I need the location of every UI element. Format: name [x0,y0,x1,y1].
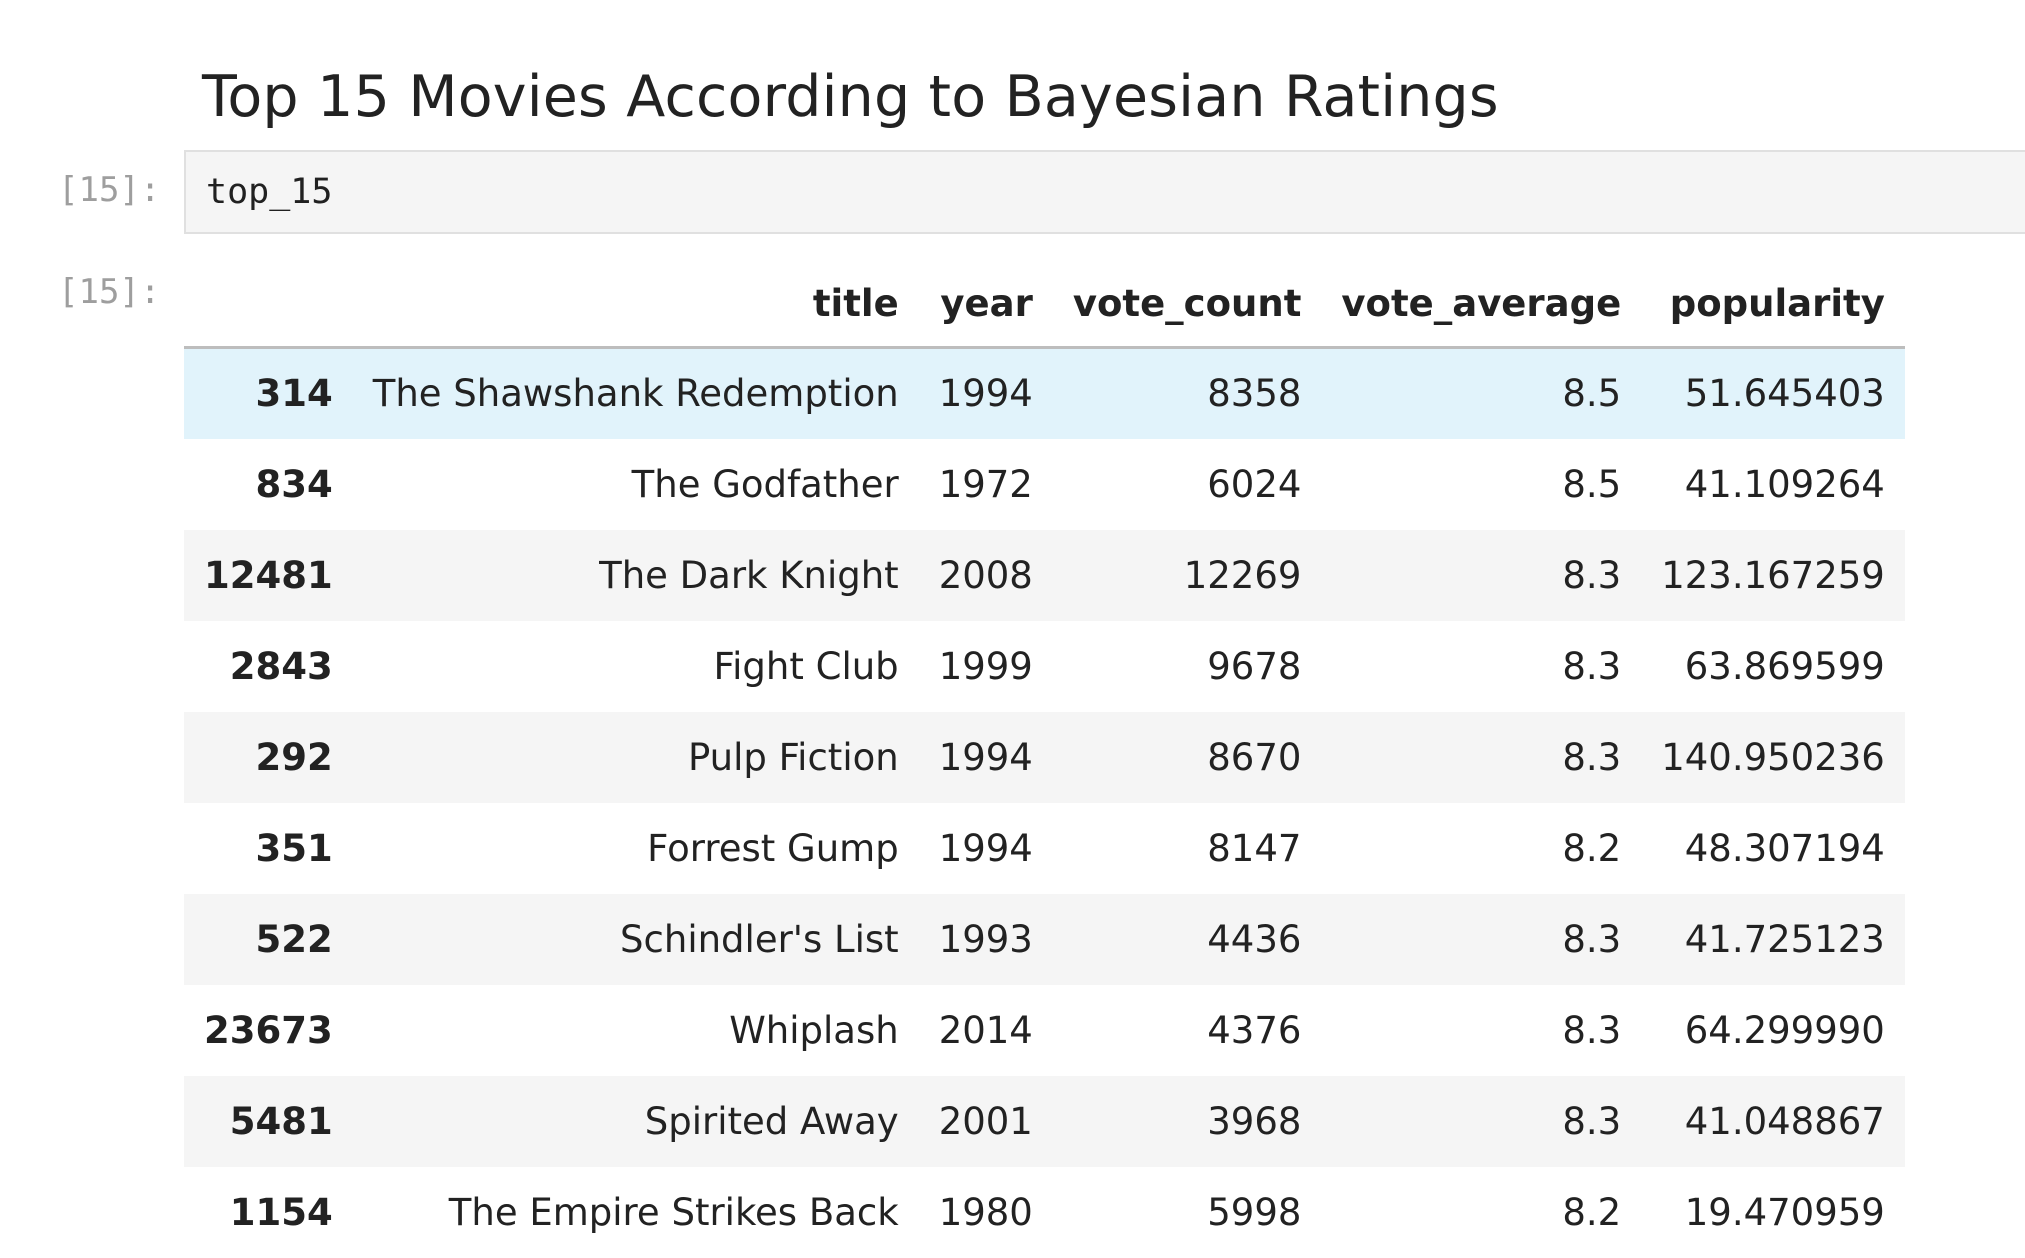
table-row[interactable]: 5481 Spirited Away 2001 3968 8.3 41.0488… [184,1075,1905,1167]
header-row: title year vote_count vote_average popul… [184,256,1905,349]
table-row[interactable]: 2843 Fight Club 1999 9678 8.3 63.869599 [184,620,1905,712]
cell-popularity: 19.470959 [1684,1190,1885,1234]
cell-popularity: 63.869599 [1684,644,1885,688]
cell-vote-average: 8.2 [1562,1190,1622,1234]
cell-vote-count: 8147 [1207,826,1302,870]
dataframe-table: title year vote_count vote_average popul… [184,256,1905,1258]
cell-popularity: 64.299990 [1684,1008,1885,1052]
table-row[interactable]: 834 The Godfather 1972 6024 8.5 41.10926… [184,438,1905,530]
cell-popularity: 123.167259 [1661,553,1885,597]
cell-vote-average: 8.3 [1562,553,1622,597]
row-index: 834 [255,462,333,506]
table-row[interactable]: 1154 The Empire Strikes Back 1980 5998 8… [184,1166,1905,1258]
cell-vote-count: 3968 [1207,1099,1302,1143]
row-index: 1154 [229,1190,333,1234]
cell-title: Pulp Fiction [687,735,899,779]
cell-popularity: 41.109264 [1684,462,1885,506]
cell-vote-average: 8.2 [1562,826,1622,870]
cell-year: 2008 [938,553,1033,597]
cell-vote-count: 8358 [1207,372,1302,416]
cell-vote-average: 8.5 [1562,372,1622,416]
cell-popularity: 48.307194 [1684,826,1885,870]
cell-title: Fight Club [713,644,899,688]
cell-year: 2014 [938,1008,1033,1052]
cell-year: 1972 [938,462,1033,506]
output-area: title year vote_count vote_average popul… [184,256,1905,1258]
cell-year: 2001 [938,1099,1033,1143]
row-index: 2843 [229,644,333,688]
cell-vote-count: 5998 [1207,1190,1302,1234]
input-prompt: [15]: [58,170,161,210]
cell-popularity: 41.725123 [1684,917,1885,961]
cell-year: 1980 [938,1190,1033,1234]
cell-vote-average: 8.3 [1562,1099,1622,1143]
cell-vote-average: 8.3 [1562,1008,1622,1052]
section-heading: Top 15 Movies According to Bayesian Rati… [202,64,1499,131]
cell-vote-count: 4436 [1207,917,1302,961]
cell-popularity: 41.048867 [1684,1099,1885,1143]
index-header [184,256,353,349]
table-row[interactable]: 351 Forrest Gump 1994 8147 8.2 48.307194 [184,802,1905,894]
cell-vote-count: 12269 [1183,553,1302,597]
row-index: 522 [255,917,333,961]
cell-vote-count: 8670 [1207,735,1302,779]
row-index: 5481 [229,1099,333,1143]
cell-year: 1994 [938,826,1033,870]
code-input-cell[interactable]: top_15 [184,150,2025,234]
cell-popularity: 140.950236 [1661,735,1885,779]
column-header-year: year [918,256,1053,349]
table-row[interactable]: 12481 The Dark Knight 2008 12269 8.3 123… [184,529,1905,621]
cell-title: Whiplash [729,1008,899,1052]
cell-vote-average: 8.3 [1562,644,1622,688]
output-prompt: [15]: [58,272,161,312]
cell-vote-count: 4376 [1207,1008,1302,1052]
cell-title: The Shawshank Redemption [372,372,899,416]
cell-title: The Dark Knight [599,553,899,597]
cell-title: Schindler's List [620,917,899,961]
table-row[interactable]: 23673 Whiplash 2014 4376 8.3 64.299990 [184,984,1905,1076]
table-row[interactable]: 292 Pulp Fiction 1994 8670 8.3 140.95023… [184,711,1905,803]
cell-year: 1999 [938,644,1033,688]
row-index: 292 [255,735,333,779]
row-index: 351 [255,826,333,870]
cell-title: The Empire Strikes Back [448,1190,899,1234]
table-row[interactable]: 522 Schindler's List 1993 4436 8.3 41.72… [184,893,1905,985]
cell-title: Forrest Gump [647,826,899,870]
cell-year: 1994 [938,372,1033,416]
column-header-popularity: popularity [1641,256,1905,349]
column-header-vote-average: vote_average [1321,256,1642,349]
cell-vote-count: 9678 [1207,644,1302,688]
column-header-vote-count: vote_count [1052,256,1322,349]
cell-title: Spirited Away [644,1099,899,1143]
row-index: 23673 [204,1008,333,1052]
cell-vote-average: 8.3 [1562,735,1622,779]
cell-year: 1993 [938,917,1033,961]
code-text[interactable]: top_15 [206,172,333,212]
table-row[interactable]: 314 The Shawshank Redemption 1994 8358 8… [184,347,1905,439]
cell-title: The Godfather [631,462,899,506]
cell-vote-average: 8.3 [1562,917,1622,961]
cell-year: 1994 [938,735,1033,779]
cell-vote-average: 8.5 [1562,462,1622,506]
column-header-title: title [352,256,919,349]
cell-vote-count: 6024 [1207,462,1302,506]
row-index: 314 [255,372,333,416]
row-index: 12481 [204,553,333,597]
cell-popularity: 51.645403 [1684,372,1885,416]
